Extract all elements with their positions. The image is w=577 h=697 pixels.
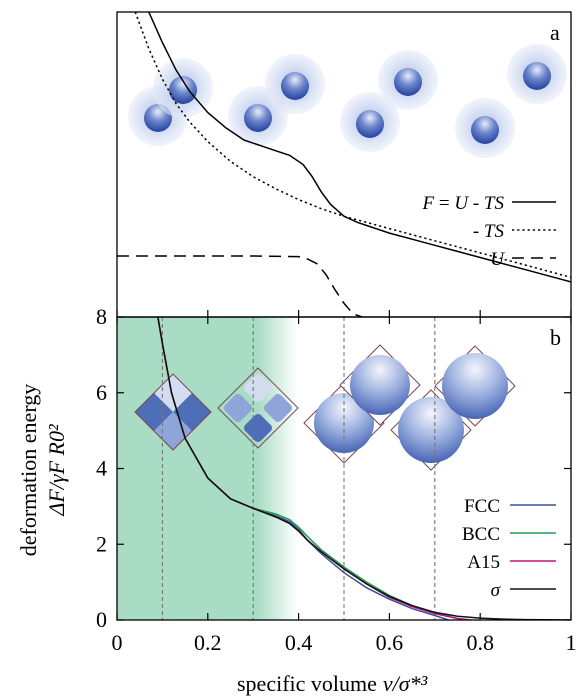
unit-cell — [134, 373, 212, 451]
y-tick-label: 4 — [96, 456, 107, 481]
cell-block — [223, 393, 253, 423]
legend-panel-b: FCC BCC A15 σ — [462, 496, 556, 601]
x-tick-label: 0.2 — [194, 630, 222, 655]
cell-ball — [350, 355, 410, 415]
legend-label: U — [490, 249, 505, 270]
curves-panel-b — [157, 317, 571, 620]
y-tick-label: 8 — [96, 304, 107, 329]
y-axis-label-symbol: ΔF/γF R0² — [44, 424, 69, 517]
unit-cell — [217, 367, 299, 449]
shaded-region — [117, 317, 297, 620]
legend-panel-a: F = U - TS - TS U — [422, 193, 556, 270]
y-axis-label-text: deformation energy — [16, 384, 41, 556]
legend-label: σ — [491, 580, 501, 601]
x-axis-label: specific volume v/σ*³ — [237, 671, 428, 696]
unit-cell — [434, 345, 516, 427]
panel-label-a: a — [550, 20, 560, 45]
sphere-core — [244, 104, 272, 132]
sphere-core — [394, 68, 422, 96]
unit-cell — [390, 389, 472, 471]
sphere-core — [169, 76, 197, 104]
cell-block — [263, 393, 293, 423]
y-tick-label: 2 — [96, 531, 107, 556]
sphere-core — [281, 72, 309, 100]
y-axis-label: deformation energy ΔF/γF R0² — [16, 384, 69, 556]
sphere-core — [356, 110, 384, 138]
sphere-core — [523, 62, 551, 90]
cell-ball — [398, 397, 464, 463]
series-line-solid — [148, 12, 571, 283]
x-tick-label: 0 — [112, 630, 123, 655]
panel-a-frame — [116, 11, 572, 318]
series-line-dotted — [134, 12, 571, 279]
legend-label: BCC — [462, 524, 500, 545]
sphere-core — [471, 116, 499, 144]
x-tick-label: 0.6 — [376, 630, 404, 655]
unit-cell — [339, 344, 421, 426]
unit-cell-illustrations — [134, 344, 516, 471]
legend-label: - TS — [473, 221, 505, 242]
x-tick-label: 1 — [566, 630, 577, 655]
sphere-illustrations — [128, 44, 567, 158]
legend-label: FCC — [464, 496, 500, 517]
cell-border — [217, 367, 299, 449]
legend-label: F = U - TS — [422, 193, 505, 214]
axis-ticks: 0 0.2 0.4 0.6 0.8 1 0 2 4 6 8 — [96, 304, 577, 655]
series-line-3 — [157, 317, 571, 620]
series-line-dashed — [117, 255, 363, 317]
cell-ball — [442, 353, 508, 419]
x-tick-label: 0.8 — [466, 630, 494, 655]
legend-label: A15 — [467, 552, 500, 573]
cell-border — [134, 373, 212, 451]
cell-block — [243, 413, 273, 443]
curves-panel-a — [117, 12, 571, 317]
cell-block — [243, 373, 273, 403]
panel-label-b: b — [550, 325, 561, 350]
y-tick-label: 0 — [96, 607, 107, 632]
x-tick-label: 0.4 — [285, 630, 313, 655]
y-tick-label: 6 — [96, 380, 107, 405]
